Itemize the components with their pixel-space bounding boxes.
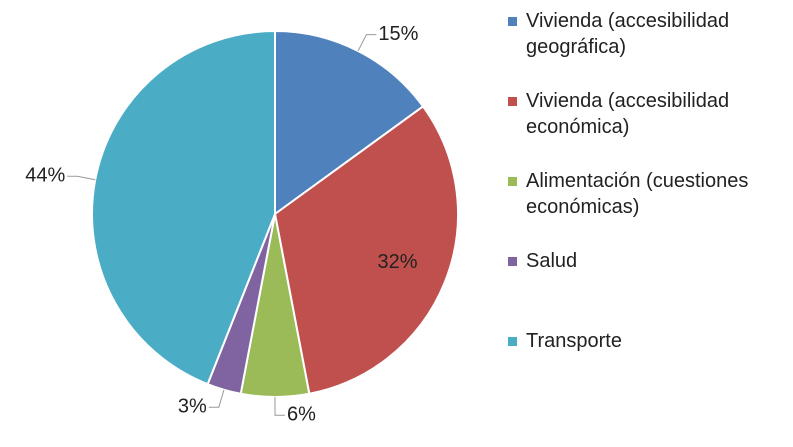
legend-item: Alimentación (cuestiones económicas) — [508, 168, 793, 248]
legend-label: Salud — [526, 250, 578, 272]
data-label: 3% — [178, 396, 207, 418]
leader-line — [67, 175, 96, 181]
legend-label: Transporte — [526, 330, 622, 352]
pie-slice — [91, 29, 276, 386]
legend-swatch — [508, 97, 517, 106]
legend-item: Salud — [508, 248, 793, 328]
legend-label: Vivienda (accesibilidad geográfica) — [526, 10, 730, 58]
data-label: 15% — [378, 23, 418, 45]
legend-label: Vivienda (accesibilidad económica) — [526, 90, 730, 138]
data-label: 44% — [25, 165, 65, 187]
legend-swatch — [508, 17, 517, 26]
pie-slice — [273, 105, 459, 395]
leader-line — [208, 389, 225, 408]
legend-item: Vivienda (accesibilidad geográfica) — [508, 8, 793, 88]
leader-line — [357, 34, 377, 52]
data-label: 32% — [377, 251, 417, 273]
legend-swatch — [508, 257, 517, 266]
leader-line — [274, 397, 285, 416]
data-label: 6% — [287, 404, 316, 426]
legend-label: Alimentación (cuestiones económicas) — [526, 170, 749, 218]
legend-swatch — [508, 177, 517, 186]
legend-swatch — [508, 337, 517, 346]
legend-item: Transporte — [508, 328, 793, 408]
legend-item: Vivienda (accesibilidad económica) — [508, 88, 793, 168]
legend: Vivienda (accesibilidad geográfica) Vivie… — [508, 8, 793, 408]
